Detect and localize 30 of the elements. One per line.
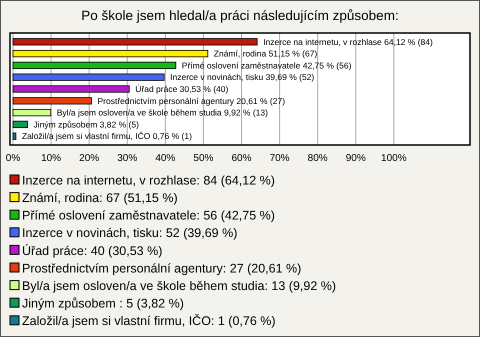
legend-label: Byl/a jsem osloven/a ve škole během studia: 13 (9,92 %) <box>22 278 336 293</box>
legend-label: Úřad práce: 40 (30,53 %) <box>22 244 162 258</box>
legend-label: Prostřednictvím personální agentury: 27 (20,61 %) <box>22 261 302 276</box>
legend-label: Inzerce na internetu, v rozhlase: 84 (64,12 %) <box>22 173 275 188</box>
data-label: Jiným způsobem 3,82 % (5) <box>34 119 140 130</box>
legend-label: Inzerce v novinách, tisku: 52 (39,69 %) <box>22 226 238 240</box>
data-label: Přímé oslovení zaměstnavatele 42,75 % (56) <box>182 60 352 70</box>
data-label: Úřad práce 30,53 % (40) <box>135 84 229 94</box>
x-tick-label: 20% <box>79 153 100 164</box>
data-label: Inzerce v novinách, tisku 39,69 % (52) <box>170 72 314 82</box>
data-label: Inzerce na internetu, v rozhlase 64,12 % (84) <box>263 36 433 47</box>
x-tick-label: 90% <box>346 153 366 164</box>
x-tick-label: 100% <box>381 153 407 164</box>
x-tick-label: 80% <box>308 153 328 164</box>
x-tick-label: 60% <box>231 153 252 164</box>
legend-label: Založil/a jsem si vlastní firmu, IČO: 1 (0,76 %) <box>22 314 276 328</box>
data-label: Založil/a jsem si vlastní firmu, IČO 0,76 % (1) <box>22 131 192 142</box>
legend-label: Známí, rodina: 67 (51,15 %) <box>22 190 178 205</box>
data-label: Byl/a jsem osloven/a ve škole během studia 9,92 % (13) <box>56 108 268 118</box>
data-label: Známí, rodina 51,15 % (67) <box>214 48 318 59</box>
legend-label: Jiným způsobem : 5 (3,82 %) <box>22 296 184 311</box>
x-tick-label: 50% <box>193 153 214 164</box>
x-tick-label: 70% <box>270 153 290 164</box>
x-tick-label: 40% <box>155 153 176 164</box>
data-label: Prostřednictvím personální agentury 20,61 % (27) <box>97 96 286 106</box>
x-tick-label: 0% <box>6 153 20 164</box>
legend-label: Přímé oslovení zaměstnavatele: 56 (42,75 %) <box>22 208 275 223</box>
x-tick-label: 30% <box>117 153 138 164</box>
chart-title: Po škole jsem hledal/a práci následujícím způsobem: <box>81 8 399 23</box>
x-tick-label: 10% <box>41 153 62 164</box>
